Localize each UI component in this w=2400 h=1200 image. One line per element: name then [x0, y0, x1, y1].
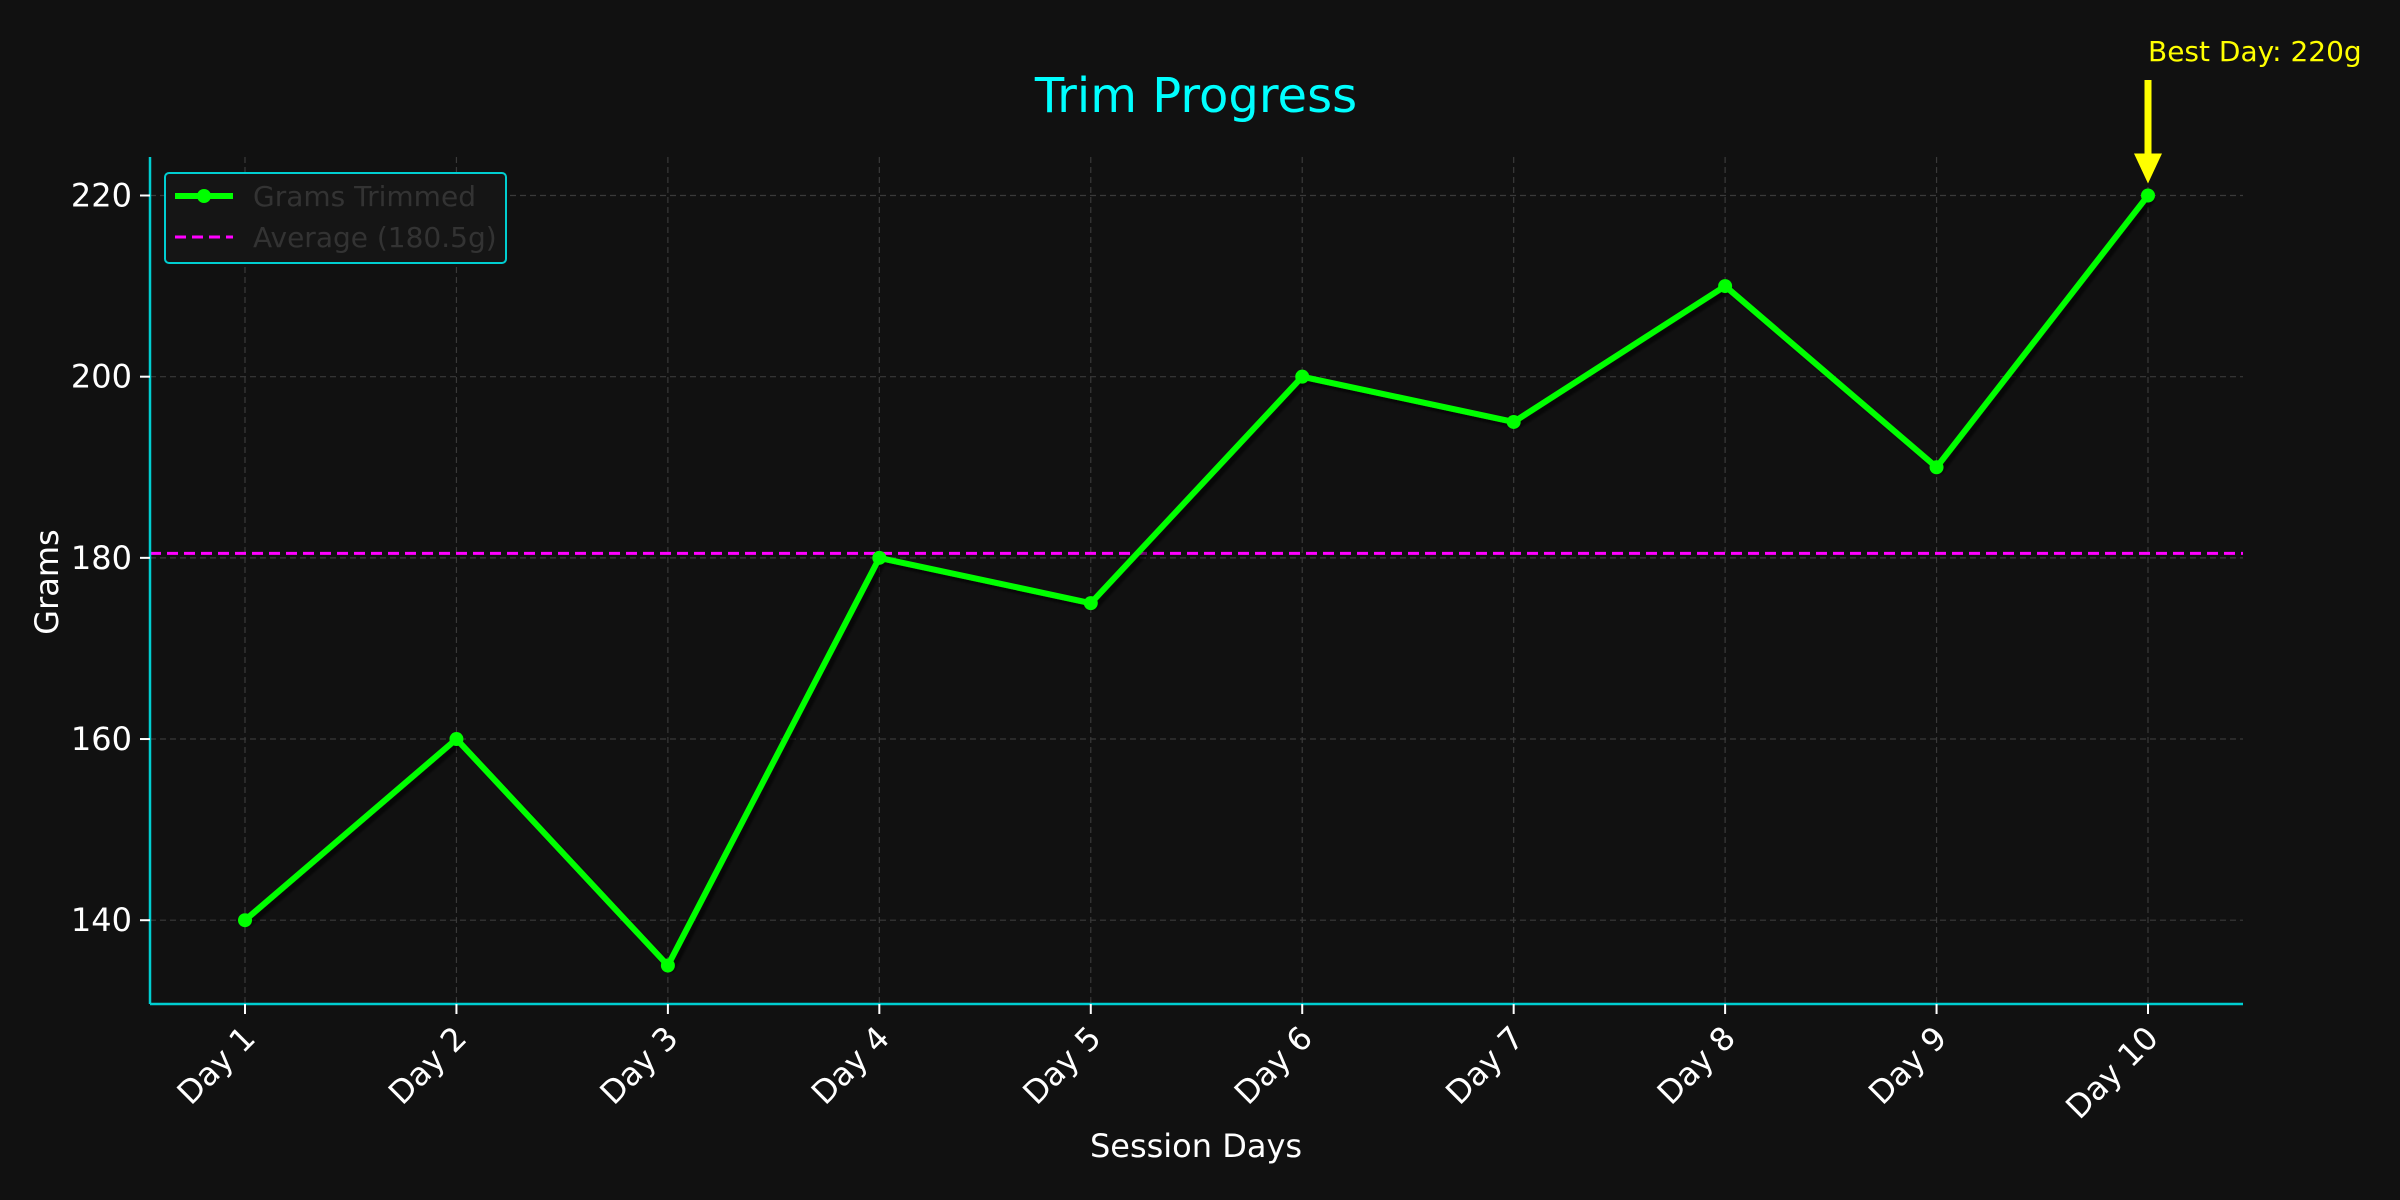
legend-item-series: Grams Trimmed: [175, 180, 476, 213]
x-tick-label: Day 1: [170, 1019, 263, 1112]
y-axis-label: Grams: [28, 529, 66, 634]
data-point: [449, 732, 464, 747]
series-line: [242, 192, 2151, 969]
y-tick-label: 140: [71, 901, 132, 939]
x-tick-label: Day 2: [381, 1019, 474, 1112]
legend-box: [164, 172, 507, 264]
data-point: [1295, 369, 1310, 384]
data-point: [2141, 188, 2155, 203]
data-point: [872, 550, 887, 565]
x-axis-label: Session Days: [1090, 1127, 1302, 1165]
x-tick-label: Day 8: [1650, 1019, 1743, 1112]
x-tick-label: Day 5: [1015, 1019, 1108, 1112]
data-point: [238, 913, 252, 928]
data-point: [1083, 596, 1098, 611]
legend-series-label: Grams Trimmed: [253, 180, 476, 213]
legend-marker-icon: [197, 189, 211, 203]
best-day-annotation: Best Day: 220g: [2134, 35, 2362, 184]
x-tick-label: Day 7: [1438, 1019, 1531, 1112]
data-point: [1506, 414, 1521, 429]
legend-item-average: Average (180.5g): [175, 221, 497, 254]
axes: [148, 157, 2243, 1006]
y-tick-label: 200: [71, 358, 132, 396]
x-tick-label: Day 9: [1861, 1019, 1954, 1112]
chart-title: Trim Progress: [1034, 68, 1357, 124]
x-tick-label: Day 10: [2058, 1019, 2166, 1127]
data-point: [660, 958, 675, 973]
x-tick-label: Day 3: [592, 1019, 685, 1112]
y-tick-label: 220: [71, 177, 132, 215]
legend-average-label: Average (180.5g): [253, 221, 497, 254]
x-tick-label: Day 4: [804, 1019, 897, 1112]
data-point: [1929, 460, 1944, 475]
x-tick-label: Day 6: [1227, 1019, 1320, 1112]
tick-labels: 140 160 180 200 220 Day 1 Day 2 Day 3 Day 4 Day 5…: [71, 177, 2166, 1127]
annotation-label: Best Day: 220g: [2148, 35, 2362, 68]
data-point: [1718, 279, 1733, 294]
series-layer: [238, 188, 2155, 973]
arrow-head-icon: [2134, 153, 2162, 184]
y-tick-label: 160: [71, 720, 132, 758]
y-tick-label: 180: [71, 539, 132, 577]
grid: [150, 157, 2243, 1004]
legend: Grams Trimmed Average (180.5g): [164, 172, 507, 264]
